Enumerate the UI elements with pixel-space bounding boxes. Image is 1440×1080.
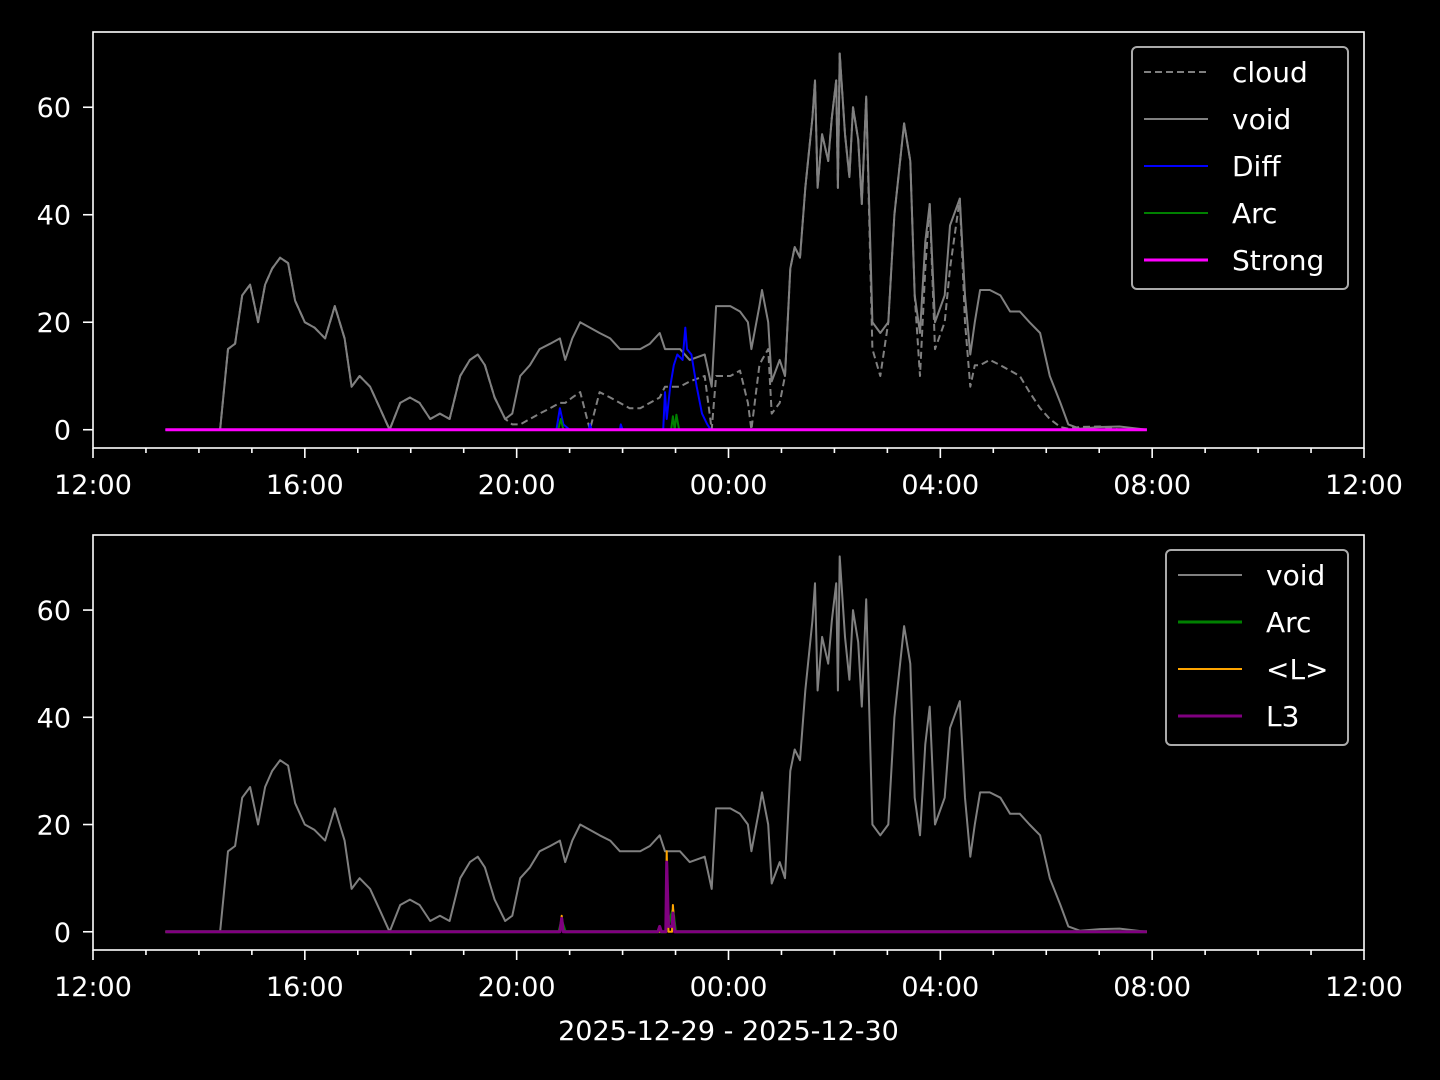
y-tick-label: 0 xyxy=(54,918,71,949)
y-tick-label: 60 xyxy=(37,596,71,627)
legend: void Arc <L> L3 xyxy=(1165,549,1349,746)
series-line-arc xyxy=(165,908,1147,934)
legend-label: Arc xyxy=(1232,197,1277,230)
y-tick-label: 60 xyxy=(37,93,71,124)
x-tick-label: 16:00 xyxy=(266,972,344,1003)
x-tick-label: 04:00 xyxy=(901,470,979,501)
legend-label: Diff xyxy=(1232,150,1281,183)
series-line-cloud xyxy=(165,52,1120,431)
legend-label: Strong xyxy=(1232,244,1324,277)
x-tick-label: 12:00 xyxy=(54,470,132,501)
x-tick-label: 12:00 xyxy=(1325,972,1403,1003)
y-tick-label: 40 xyxy=(37,703,71,734)
axes-2: 12:00 16:00 20:00 00:00 04:00 08:00 12:00 0 20 40… xyxy=(37,534,1403,1047)
legend-label: void xyxy=(1266,559,1325,592)
x-tick-label: 08:00 xyxy=(1113,972,1191,1003)
legend-label: void xyxy=(1232,103,1291,136)
x-tick-label: 16:00 xyxy=(266,470,344,501)
legend-frame xyxy=(1131,46,1349,290)
x-tick-label: 04:00 xyxy=(901,972,979,1003)
series-line-arc xyxy=(165,413,1147,431)
x-tick-label: 00:00 xyxy=(690,972,768,1003)
series-line-void xyxy=(165,555,1148,933)
x-tick-label: 00:00 xyxy=(690,470,768,501)
legend-label: Arc xyxy=(1266,606,1311,639)
y-tick-label: 20 xyxy=(37,811,71,842)
axes-1: 12:00 16:00 20:00 00:00 04:00 08:00 12:00 0 20 40… xyxy=(37,31,1403,501)
legend-label: cloud xyxy=(1232,56,1308,89)
y-tick-label: 0 xyxy=(54,416,71,447)
legend: cloud void Diff Arc Strong xyxy=(1131,46,1349,290)
y-tick-label: 20 xyxy=(37,308,71,339)
legend-label: <L> xyxy=(1266,653,1329,686)
series-line-l3 xyxy=(165,860,1147,934)
x-tick-label: 20:00 xyxy=(478,972,556,1003)
x-axis-label: 2025-12-29 - 2025-12-30 xyxy=(558,1016,899,1047)
x-tick-label: 12:00 xyxy=(54,972,132,1003)
legend-label: L3 xyxy=(1266,700,1299,733)
series-line-void xyxy=(165,52,1148,431)
legend-frame xyxy=(1165,549,1349,746)
x-tick-label: 20:00 xyxy=(478,470,556,501)
x-tick-label: 12:00 xyxy=(1325,470,1403,501)
y-tick-label: 40 xyxy=(37,201,71,232)
series-line-l xyxy=(165,850,1147,933)
x-tick-label: 08:00 xyxy=(1113,470,1191,501)
series-line-diff xyxy=(165,326,1147,431)
